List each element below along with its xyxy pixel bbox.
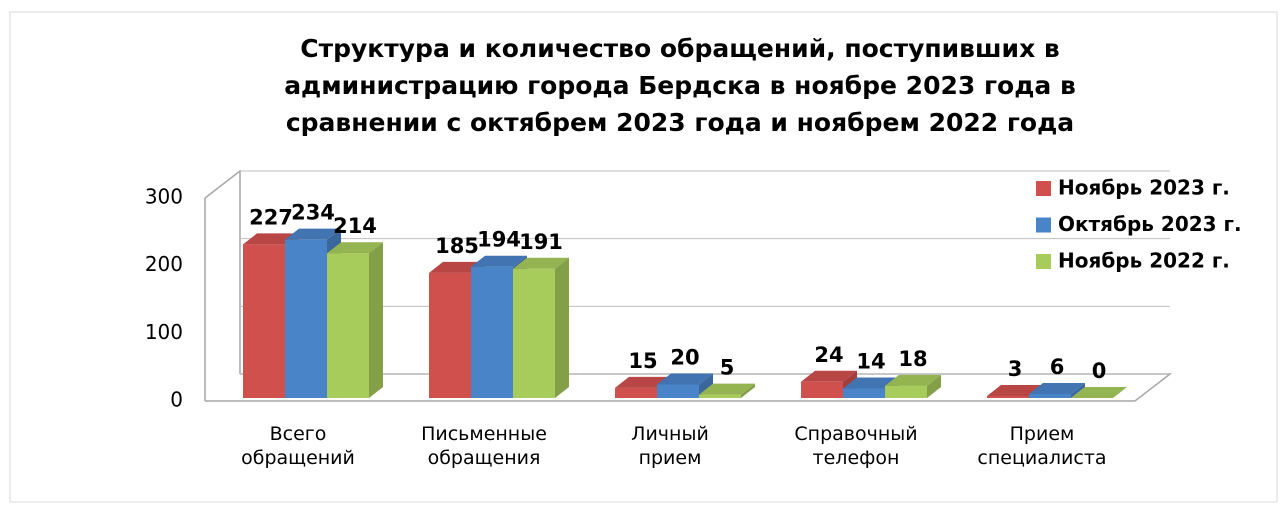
bar-top xyxy=(699,383,755,395)
legend-swatch xyxy=(1036,254,1051,269)
bar-side xyxy=(741,383,755,398)
data-label: 191 xyxy=(519,230,563,254)
data-label: 15 xyxy=(628,349,657,373)
bar xyxy=(327,253,369,398)
data-label: 234 xyxy=(291,201,335,225)
bar-top xyxy=(657,373,713,385)
bar xyxy=(615,387,657,398)
bar-top xyxy=(843,377,899,389)
bar xyxy=(843,388,885,398)
x-tick-label: Всего обращений xyxy=(241,423,355,469)
bar xyxy=(699,394,741,398)
data-label: 18 xyxy=(898,347,927,371)
legend-swatch xyxy=(1036,217,1051,233)
data-label: 227 xyxy=(249,205,293,229)
bar xyxy=(801,381,843,398)
bar xyxy=(471,266,513,398)
data-label: 194 xyxy=(477,228,521,252)
bar-top xyxy=(285,228,341,240)
y-tick-label: 100 xyxy=(145,320,183,344)
data-label: 14 xyxy=(856,350,885,374)
chart-frame xyxy=(9,11,1278,503)
bar xyxy=(285,239,327,398)
bar-side xyxy=(555,257,569,398)
bar-side xyxy=(927,374,941,398)
bar xyxy=(1029,393,1071,398)
bar-top xyxy=(327,242,383,254)
legend-label: Октябрь 2023 г. xyxy=(1058,212,1242,236)
bar xyxy=(987,395,1029,398)
y-tick-label: 300 xyxy=(145,185,183,209)
bar-side xyxy=(1071,382,1085,398)
bar xyxy=(513,268,555,398)
bar-top xyxy=(513,257,569,269)
data-label: 6 xyxy=(1050,355,1065,379)
data-label: 3 xyxy=(1008,357,1023,381)
data-label: 20 xyxy=(670,345,699,369)
legend-swatch xyxy=(1036,181,1051,196)
x-tick-label: Личный прием xyxy=(631,423,709,469)
legend-label: Ноябрь 2022 г. xyxy=(1058,249,1230,273)
bar-top xyxy=(987,384,1043,396)
y-tick-label: 200 xyxy=(145,252,183,276)
bar-top xyxy=(885,374,941,386)
data-label: 214 xyxy=(333,214,377,238)
bar xyxy=(885,385,927,398)
y-tick-label: 0 xyxy=(170,388,183,412)
bar-top xyxy=(471,255,527,267)
data-label: 185 xyxy=(435,234,479,258)
axis-wall xyxy=(204,169,241,401)
bar-side xyxy=(369,242,383,398)
data-label: 24 xyxy=(814,343,843,367)
chart-title: Структура и количество обращений, поступ… xyxy=(284,34,1076,137)
bar xyxy=(429,272,471,398)
x-tick-label: Справочный телефон xyxy=(794,423,918,469)
bar-top xyxy=(1029,382,1085,394)
x-tick-label: Прием специалиста xyxy=(977,423,1107,469)
bar xyxy=(657,384,699,398)
data-label: 0 xyxy=(1092,359,1107,383)
bar xyxy=(243,244,285,398)
legend-label: Ноябрь 2023 г. xyxy=(1058,176,1230,200)
x-tick-label: Письменные обращения xyxy=(421,423,547,469)
bar-top xyxy=(1071,387,1127,398)
bar-top xyxy=(801,370,857,382)
data-label: 5 xyxy=(720,356,735,380)
